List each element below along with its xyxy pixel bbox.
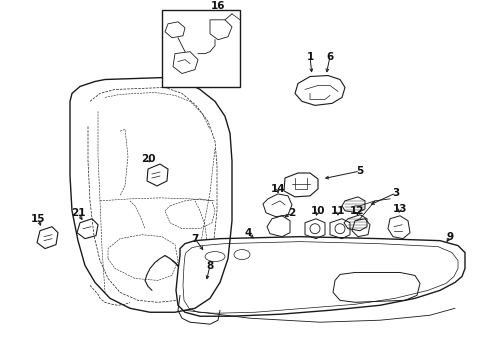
Text: 13: 13 bbox=[393, 204, 407, 214]
Text: 14: 14 bbox=[270, 184, 285, 194]
Bar bbox=[248, 244, 268, 271]
Text: 7: 7 bbox=[191, 234, 198, 244]
Text: 3: 3 bbox=[392, 188, 400, 198]
Text: 5: 5 bbox=[356, 166, 364, 176]
Text: 1: 1 bbox=[306, 51, 314, 62]
Text: 20: 20 bbox=[141, 154, 155, 164]
Polygon shape bbox=[176, 237, 465, 316]
Text: 2: 2 bbox=[289, 208, 295, 218]
Text: 15: 15 bbox=[31, 214, 45, 224]
Text: 16: 16 bbox=[211, 1, 225, 11]
Text: 21: 21 bbox=[71, 208, 85, 218]
Text: 18: 18 bbox=[191, 53, 205, 63]
Text: 4: 4 bbox=[245, 228, 252, 238]
Text: 8: 8 bbox=[206, 261, 214, 270]
Bar bbox=[162, 10, 240, 87]
Text: 19: 19 bbox=[179, 19, 193, 29]
Text: 17: 17 bbox=[211, 14, 225, 24]
Text: 6: 6 bbox=[326, 51, 334, 62]
Text: 9: 9 bbox=[446, 232, 454, 242]
Text: 10: 10 bbox=[311, 206, 325, 216]
Text: 11: 11 bbox=[331, 206, 345, 216]
Text: 12: 12 bbox=[350, 206, 364, 216]
Bar bbox=[244, 240, 272, 275]
